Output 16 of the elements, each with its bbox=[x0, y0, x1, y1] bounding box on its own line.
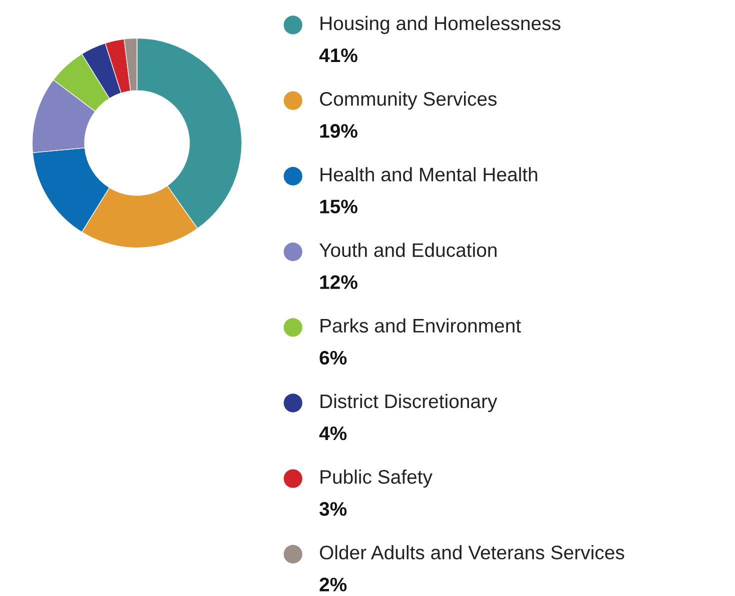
data-label: 2% bbox=[320, 578, 347, 592]
data-label: 6% bbox=[320, 350, 347, 365]
legend-label: Housing and Homelessness bbox=[320, 16, 560, 34]
legend-label: Youth and Education bbox=[319, 242, 497, 258]
data-label: 19% bbox=[320, 124, 358, 138]
data-label: 41% bbox=[319, 48, 358, 62]
legend-label: Parks and Environment bbox=[320, 318, 521, 333]
legend-label: District Discretionary bbox=[320, 394, 498, 412]
data-label: 3% bbox=[319, 502, 347, 516]
legend-label: Public Safety bbox=[320, 470, 432, 488]
legend-label: Community Services bbox=[320, 92, 497, 110]
data-label: 12% bbox=[320, 275, 358, 289]
data-label: 15% bbox=[320, 200, 358, 214]
legend-label: Older Adults and Veterans Services bbox=[320, 545, 624, 560]
legend-label: Health and Mental Health bbox=[320, 167, 538, 182]
data-label: 4% bbox=[319, 426, 347, 440]
